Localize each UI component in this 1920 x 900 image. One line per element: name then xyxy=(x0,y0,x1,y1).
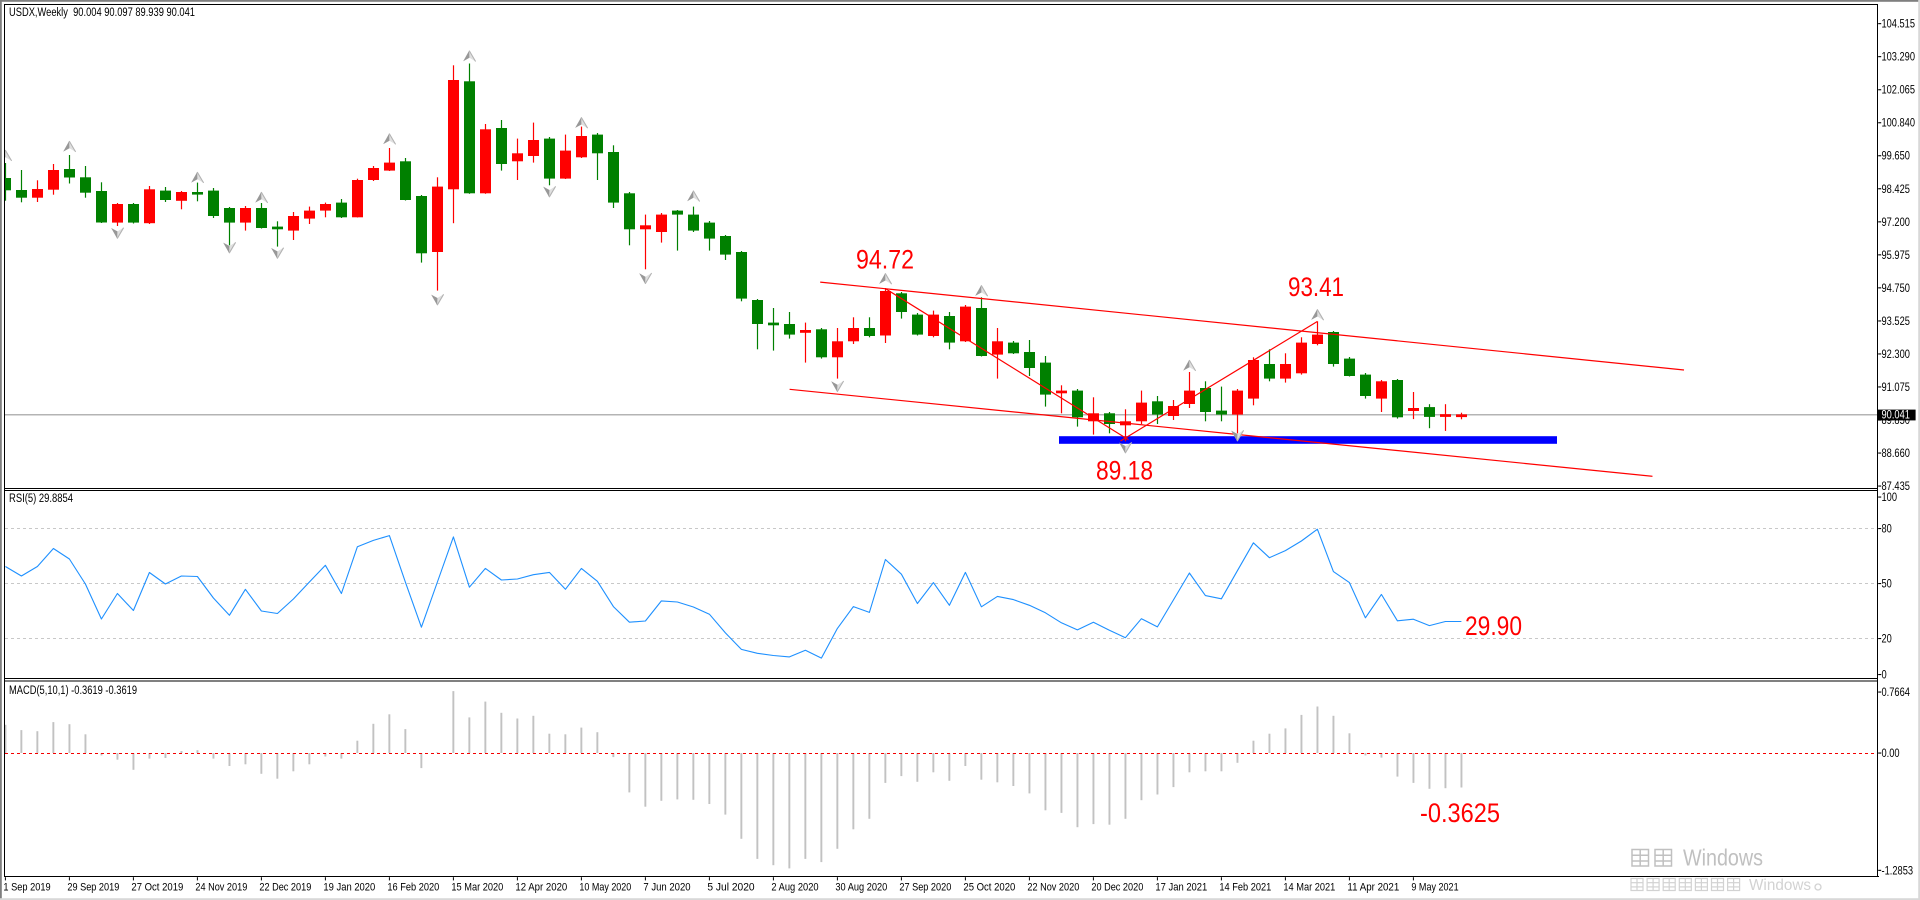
svg-text:USDX,Weekly 90.004 90.097 89.: USDX,Weekly 90.004 90.097 89.939 90.041 xyxy=(9,7,195,19)
svg-text:50: 50 xyxy=(1882,579,1892,591)
svg-text:19 Jan 2020: 19 Jan 2020 xyxy=(323,881,375,893)
svg-text:27 Sep 2020: 27 Sep 2020 xyxy=(899,881,951,893)
svg-text:Windows: Windows xyxy=(1683,845,1763,871)
svg-text:2 Aug 2020: 2 Aug 2020 xyxy=(771,881,818,893)
svg-text:95.975: 95.975 xyxy=(1882,250,1910,262)
svg-text:0: 0 xyxy=(1882,670,1887,682)
svg-text:5 Jul 2020: 5 Jul 2020 xyxy=(707,881,754,893)
svg-text:93.41: 93.41 xyxy=(1288,272,1344,302)
svg-text:22 Dec 2019: 22 Dec 2019 xyxy=(259,881,311,893)
svg-text:104.515: 104.515 xyxy=(1882,19,1916,31)
svg-text:87.435: 87.435 xyxy=(1882,481,1910,493)
svg-text:0.7664: 0.7664 xyxy=(1882,687,1911,699)
svg-text:27 Oct 2019: 27 Oct 2019 xyxy=(131,881,183,893)
svg-text:92.300: 92.300 xyxy=(1882,349,1910,361)
svg-text:Windows: Windows xyxy=(1749,877,1811,894)
svg-text:RSI(5) 29.8854: RSI(5) 29.8854 xyxy=(9,493,73,505)
svg-text:20: 20 xyxy=(1882,634,1892,646)
svg-text:MACD(5,10,1) -0.3619 -0.3619: MACD(5,10,1) -0.3619 -0.3619 xyxy=(9,685,137,697)
svg-text:89.18: 89.18 xyxy=(1096,456,1153,486)
svg-text:16 Feb 2020: 16 Feb 2020 xyxy=(387,881,439,893)
svg-text:14 Feb 2021: 14 Feb 2021 xyxy=(1219,881,1271,893)
svg-text:100: 100 xyxy=(1882,492,1898,504)
svg-text:99.650: 99.650 xyxy=(1882,151,1910,163)
svg-text:-1.2853: -1.2853 xyxy=(1882,865,1914,877)
svg-text:12 Apr 2020: 12 Apr 2020 xyxy=(515,881,567,893)
svg-text:29.90: 29.90 xyxy=(1465,611,1522,641)
svg-text:22 Nov 2020: 22 Nov 2020 xyxy=(1027,881,1079,893)
svg-text:103.290: 103.290 xyxy=(1882,52,1916,64)
svg-text:100.840: 100.840 xyxy=(1882,118,1916,130)
svg-text:90.041: 90.041 xyxy=(1882,410,1910,422)
svg-text:-0.3625: -0.3625 xyxy=(1420,798,1500,828)
svg-text:29 Sep 2019: 29 Sep 2019 xyxy=(67,881,119,893)
svg-text:7 Jun 2020: 7 Jun 2020 xyxy=(643,881,690,893)
svg-text:91.075: 91.075 xyxy=(1882,382,1910,394)
svg-text:9 May 2021: 9 May 2021 xyxy=(1411,881,1458,893)
svg-text:94.72: 94.72 xyxy=(856,245,914,275)
svg-text:98.425: 98.425 xyxy=(1882,184,1910,196)
svg-text:80: 80 xyxy=(1882,524,1892,536)
svg-text:10 May 2020: 10 May 2020 xyxy=(579,881,631,893)
svg-text:88.660: 88.660 xyxy=(1882,448,1910,460)
svg-text:30 Aug 2020: 30 Aug 2020 xyxy=(835,881,887,893)
svg-text:94.750: 94.750 xyxy=(1882,283,1910,295)
svg-text:14 Mar 2021: 14 Mar 2021 xyxy=(1283,881,1335,893)
svg-text:20 Dec 2020: 20 Dec 2020 xyxy=(1091,881,1143,893)
svg-text:97.200: 97.200 xyxy=(1882,217,1910,229)
svg-text:24 Nov 2019: 24 Nov 2019 xyxy=(195,881,247,893)
svg-text:25 Oct 2020: 25 Oct 2020 xyxy=(963,881,1015,893)
svg-text:102.065: 102.065 xyxy=(1882,85,1916,97)
svg-text:15 Mar 2020: 15 Mar 2020 xyxy=(451,881,503,893)
svg-text:0.00: 0.00 xyxy=(1882,748,1900,760)
svg-text:1 Sep 2019: 1 Sep 2019 xyxy=(3,881,50,893)
svg-text:11 Apr 2021: 11 Apr 2021 xyxy=(1347,881,1399,893)
svg-text:17 Jan 2021: 17 Jan 2021 xyxy=(1155,881,1207,893)
svg-text:93.525: 93.525 xyxy=(1882,316,1910,328)
